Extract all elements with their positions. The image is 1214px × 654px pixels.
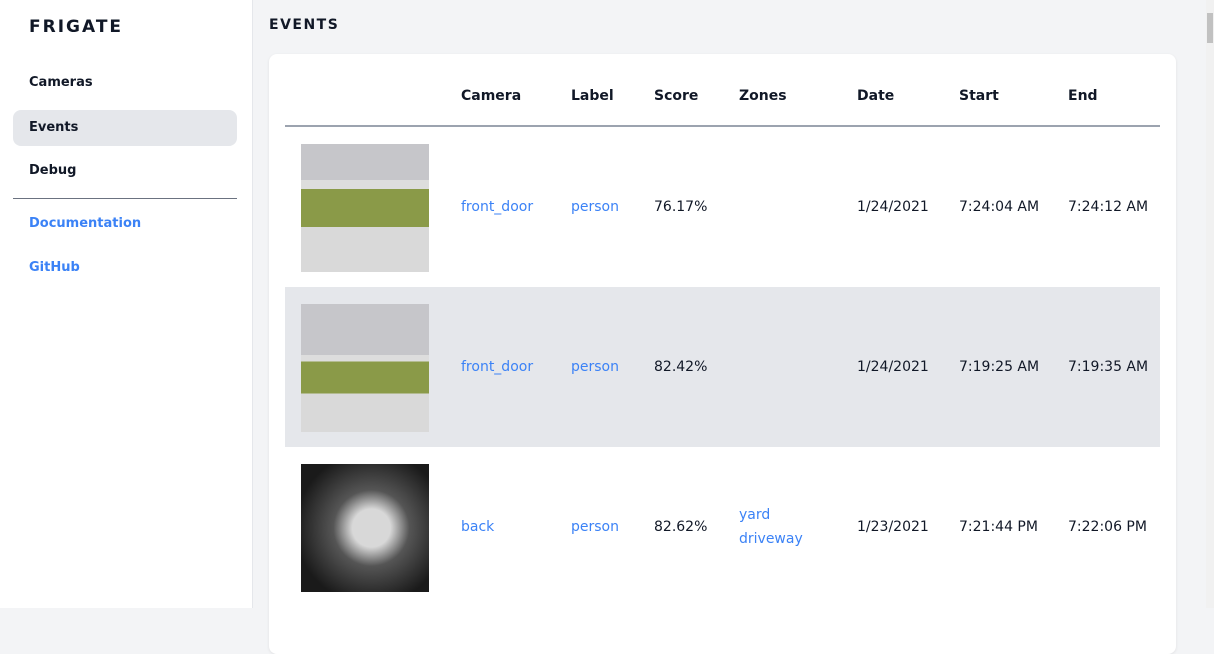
event-thumbnail[interactable]	[301, 144, 429, 272]
table-row[interactable]: back person 82.62% yard driveway 1/23/20…	[285, 447, 1160, 607]
column-header-label: Label	[571, 88, 614, 104]
zone-link[interactable]: yard	[739, 507, 771, 523]
start-time: 7:24:04 AM	[959, 199, 1040, 215]
sidebar-item-cameras[interactable]: Cameras	[29, 75, 93, 90]
start-time: 7:19:25 AM	[959, 359, 1040, 375]
sidebar: FRIGATE Cameras Events Debug Documentati…	[0, 0, 253, 608]
camera-link[interactable]: front_door	[461, 199, 534, 215]
sidebar-item-debug[interactable]: Debug	[29, 163, 77, 178]
scrollbar[interactable]	[1206, 0, 1214, 608]
page-title: EVENTS	[269, 17, 340, 33]
column-header-camera: Camera	[461, 88, 522, 104]
table-row[interactable]: front_door person 82.42% 1/24/2021 7:19:…	[285, 287, 1160, 447]
score: 82.42%	[654, 359, 708, 375]
date: 1/23/2021	[857, 519, 929, 535]
camera-link[interactable]: front_door	[461, 359, 534, 375]
event-thumbnail[interactable]	[301, 304, 429, 432]
zone-link[interactable]: driveway	[739, 531, 803, 547]
label-link[interactable]: person	[571, 519, 619, 535]
label-link[interactable]: person	[571, 199, 619, 215]
table-row[interactable]: front_door person 76.17% 1/24/2021 7:24:…	[285, 127, 1160, 287]
start-time: 7:21:44 PM	[959, 519, 1038, 535]
label-link[interactable]: person	[571, 359, 619, 375]
sidebar-item-events[interactable]: Events	[13, 110, 237, 146]
date: 1/24/2021	[857, 199, 929, 215]
score: 76.17%	[654, 199, 708, 215]
sidebar-divider	[13, 198, 237, 199]
brand-logo[interactable]: FRIGATE	[29, 17, 124, 37]
score: 82.62%	[654, 519, 708, 535]
camera-link[interactable]: back	[461, 519, 495, 535]
sidebar-link-documentation[interactable]: Documentation	[29, 216, 142, 231]
column-header-start: Start	[959, 88, 999, 104]
events-table: Camera Label Score Zones Date Start End …	[269, 54, 1176, 654]
column-header-end: End	[1068, 88, 1098, 104]
sidebar-link-github[interactable]: GitHub	[29, 260, 80, 275]
event-thumbnail[interactable]	[301, 464, 429, 592]
scrollbar-thumb[interactable]	[1207, 13, 1213, 43]
table-header: Camera Label Score Zones Date Start End	[285, 80, 1160, 127]
column-header-date: Date	[857, 88, 895, 104]
end-time: 7:24:12 AM	[1068, 199, 1149, 215]
column-header-zones: Zones	[739, 88, 787, 104]
end-time: 7:19:35 AM	[1068, 359, 1149, 375]
end-time: 7:22:06 PM	[1068, 519, 1147, 535]
column-header-score: Score	[654, 88, 699, 104]
date: 1/24/2021	[857, 359, 929, 375]
